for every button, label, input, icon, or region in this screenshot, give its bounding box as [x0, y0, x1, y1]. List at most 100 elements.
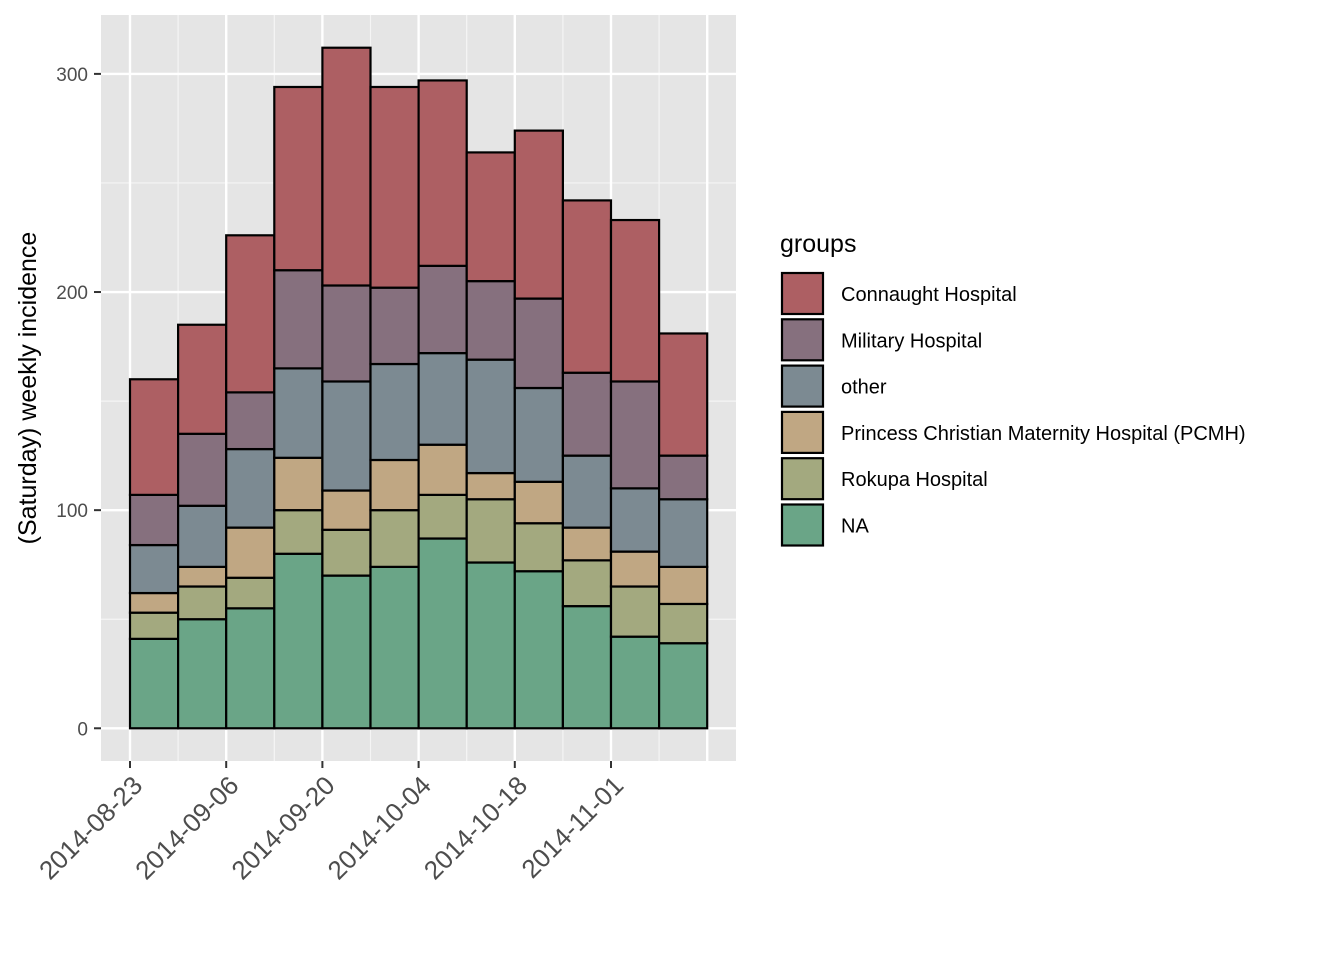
bar-segment	[273, 552, 324, 730]
bar-segment	[513, 297, 564, 390]
legend-label: NA	[841, 516, 869, 538]
bar-segment	[657, 332, 709, 457]
bar-segment	[369, 509, 420, 568]
bar-segment	[465, 471, 516, 501]
bar-segment	[609, 487, 661, 553]
bar-segment	[417, 79, 468, 267]
legend-key	[780, 271, 825, 316]
legend-label: Connaught Hospital	[841, 284, 1017, 306]
x-axis: 2014-08-232014-09-062014-09-202014-10-04…	[33, 761, 629, 885]
bar-segment	[128, 543, 180, 595]
bar-segment	[417, 351, 468, 446]
legend-key	[780, 410, 825, 454]
bar-segment	[177, 565, 228, 588]
x-tick-label: 2014-09-06	[129, 770, 244, 885]
bar-segment	[561, 371, 613, 457]
bar-segment	[513, 570, 564, 730]
x-tick-label: 2014-09-20	[225, 770, 340, 885]
bar-segment	[273, 509, 324, 555]
bar-segment	[177, 432, 228, 507]
bar-segment	[177, 504, 228, 568]
bar-segment	[321, 284, 372, 383]
bar-segment	[225, 391, 276, 451]
x-tick-label: 2014-10-04	[322, 770, 437, 885]
x-tick-label: 2014-08-23	[33, 770, 148, 885]
bar-segment	[609, 585, 661, 638]
legend-key	[780, 364, 825, 408]
bar-segment	[128, 611, 180, 640]
legend-label: Rokupa Hospital	[841, 469, 988, 491]
bar-segment	[609, 550, 661, 588]
legend-label: Military Hospital	[841, 330, 982, 352]
bar-segment	[465, 151, 516, 283]
bar-segment	[321, 46, 372, 287]
legend: groups Connaught Hospital Military Hospit…	[780, 230, 1246, 547]
legend-key	[780, 503, 825, 547]
bar-segment	[561, 605, 613, 730]
y-axis-title: (Saturday) weekly incidence	[14, 232, 42, 545]
bar-segment	[609, 218, 661, 383]
bar-segment	[321, 574, 372, 730]
bar-segment	[417, 443, 468, 496]
bar-segment	[369, 458, 420, 512]
bar-segment	[225, 576, 276, 610]
y-axis: 0 100 200 300	[56, 65, 101, 740]
bar-segment	[177, 618, 228, 730]
bar-segment	[657, 642, 709, 730]
bar-segment	[225, 526, 276, 579]
bar-segment	[657, 454, 709, 501]
bar-segment	[561, 454, 613, 529]
bar-segment	[128, 493, 180, 547]
bar-segment	[657, 602, 709, 645]
bar-segment	[321, 489, 372, 531]
bar-segment	[225, 607, 276, 730]
y-tick-label: 0	[77, 719, 88, 740]
bar-segment	[513, 386, 564, 483]
bars	[128, 46, 709, 730]
legend-key	[780, 457, 825, 501]
bar-segment	[273, 367, 324, 459]
bar-segment	[273, 85, 324, 272]
bar-segment	[465, 358, 516, 475]
bar-segment	[609, 635, 661, 730]
bar-segment	[561, 199, 613, 374]
bar-segment	[177, 585, 228, 621]
legend-label: Princess Christian Maternity Hospital (P…	[841, 423, 1246, 445]
bar-segment	[369, 565, 420, 730]
bar-segment	[513, 522, 564, 573]
y-tick-label: 100	[56, 501, 88, 522]
bar-segment	[465, 498, 516, 564]
bar-segment	[417, 493, 468, 540]
bar-segment	[321, 528, 372, 577]
bar-segment	[225, 447, 276, 529]
bar-segment	[561, 526, 613, 562]
bar-segment	[465, 561, 516, 730]
y-tick-label: 200	[56, 283, 88, 304]
bar-segment	[657, 498, 709, 568]
legend-key	[780, 318, 825, 362]
bar-segment	[417, 537, 468, 730]
bar-segment	[177, 323, 228, 435]
bar-segment	[657, 565, 709, 606]
legend-label: other	[841, 377, 887, 399]
bar-segment	[369, 362, 420, 462]
bar-segment	[513, 480, 564, 525]
bar-segment	[128, 637, 180, 730]
bar-segment	[465, 280, 516, 361]
bar-segment	[128, 591, 180, 614]
bar-segment	[609, 380, 661, 490]
bar-segment	[561, 559, 613, 608]
bar-segment	[273, 456, 324, 512]
y-tick-label: 300	[56, 65, 88, 86]
bar-segment	[417, 264, 468, 355]
bar-segment	[128, 378, 180, 496]
bar-segment	[369, 286, 420, 366]
x-tick-label: 2014-11-01	[515, 770, 629, 884]
bar-segment	[273, 269, 324, 370]
x-tick-label: 2014-10-18	[418, 770, 533, 885]
legend-title: groups	[780, 230, 856, 258]
bar-segment	[369, 85, 420, 289]
bar-segment	[513, 129, 564, 300]
bar-segment	[321, 380, 372, 492]
